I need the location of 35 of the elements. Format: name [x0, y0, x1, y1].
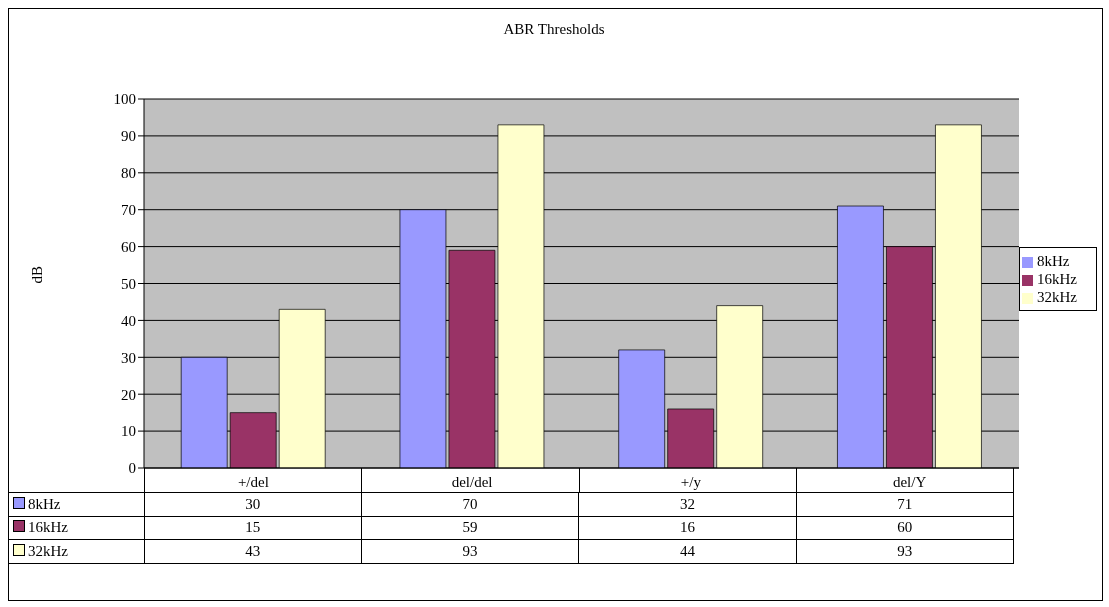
data-label: 60	[796, 516, 1014, 540]
data-label: 16	[578, 516, 797, 540]
legend-label: 8kHz	[9, 492, 145, 516]
data-label: 70	[361, 492, 579, 516]
y-tick-label: 50	[121, 275, 136, 292]
y-tick-label: 10	[121, 423, 136, 440]
legend-label: 32kHz	[1037, 289, 1077, 305]
data-label: 71	[796, 492, 1014, 516]
data-label: 32	[578, 492, 797, 516]
y-tick-label: 70	[121, 202, 136, 219]
y-tick-label: 20	[121, 386, 136, 403]
x-tick-label: +/del	[237, 473, 269, 490]
data-label: 15	[144, 516, 362, 540]
y-tick-label: 90	[121, 128, 136, 145]
y-tick-label: 80	[121, 165, 136, 182]
y-tick-label: 0	[128, 460, 136, 477]
y-tick-label: 60	[121, 238, 136, 255]
x-tick-label: del/del	[451, 473, 493, 490]
y-tick-label: 40	[121, 312, 136, 329]
data-label: 30	[144, 492, 362, 516]
data-label: 43	[144, 539, 362, 563]
x-tick-label: +/y	[680, 473, 702, 490]
x-tick-label: del/Y	[892, 473, 927, 490]
legend-label: 16kHz	[1037, 271, 1077, 287]
y-tick-label: 100	[113, 91, 136, 108]
data-label: 93	[796, 539, 1014, 563]
data-label: 93	[361, 539, 579, 563]
y-tick-label: 30	[121, 349, 136, 366]
text: 8kHz	[1037, 253, 1070, 269]
y-axis-title: dB	[29, 265, 46, 284]
data-label: 44	[578, 539, 797, 563]
chart-title: ABR Thresholds	[502, 21, 606, 38]
data-label: 59	[361, 516, 579, 540]
text: 32kHz	[28, 542, 68, 559]
text: 16kHz	[28, 519, 68, 536]
